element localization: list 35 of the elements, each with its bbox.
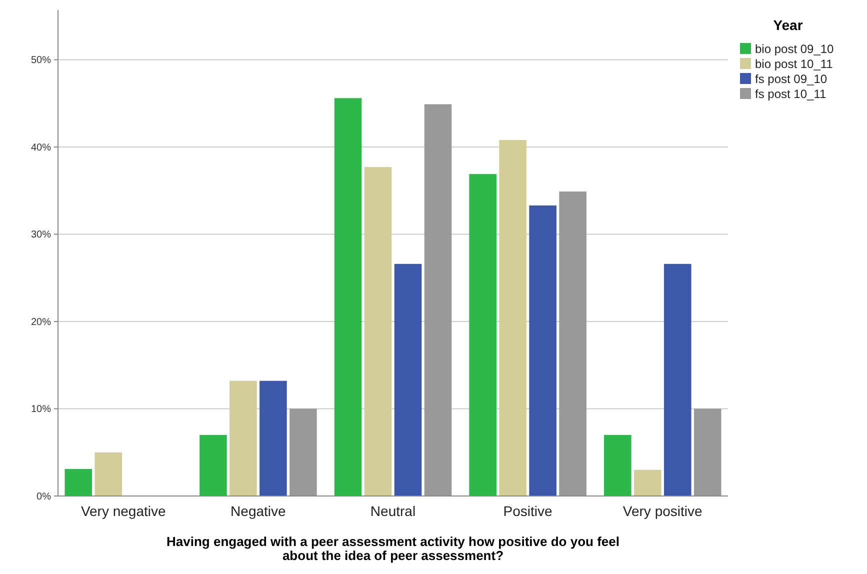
bar [394, 264, 422, 496]
bar [694, 408, 722, 496]
bar [559, 191, 586, 496]
bar [664, 264, 692, 496]
y-tick-label: 20% [30, 316, 52, 328]
y-tick-label: 40% [30, 142, 52, 154]
y-tick-label: 50% [30, 55, 52, 66]
bar [230, 380, 257, 496]
x-axis-title: Having engaged with a peer assessment activity how positive do you feel about the idea of peer assessment? [166, 534, 620, 563]
legend-title: Year [773, 17, 804, 33]
bar [499, 140, 526, 496]
legend-label: bio post 09_10 [755, 42, 834, 56]
bar [334, 98, 362, 496]
y-tick-label: 0% [36, 492, 52, 502]
x-tick-label: Very positive [622, 503, 703, 519]
x-tick-label: Very negative [80, 503, 166, 519]
bar [364, 167, 392, 496]
bar [529, 205, 556, 496]
bar [469, 174, 496, 496]
y-tick-label: 30% [30, 230, 52, 241]
bar [634, 470, 662, 496]
bar [260, 380, 287, 496]
x-tick-label: Negative [230, 503, 286, 519]
legend-label: bio post 10_11 [755, 57, 834, 72]
bar [604, 434, 632, 496]
x-tick-label: Neutral [370, 503, 416, 519]
legend-label: fs post 09_10 [755, 72, 828, 86]
bar [64, 468, 92, 496]
bar [424, 104, 452, 496]
bar [290, 408, 317, 496]
bar [200, 434, 227, 496]
legend-label: fs post 10_11 [755, 87, 826, 102]
x-tick-label: Positive [503, 503, 553, 519]
y-tick-label: 10% [30, 404, 52, 416]
bar [94, 452, 122, 496]
